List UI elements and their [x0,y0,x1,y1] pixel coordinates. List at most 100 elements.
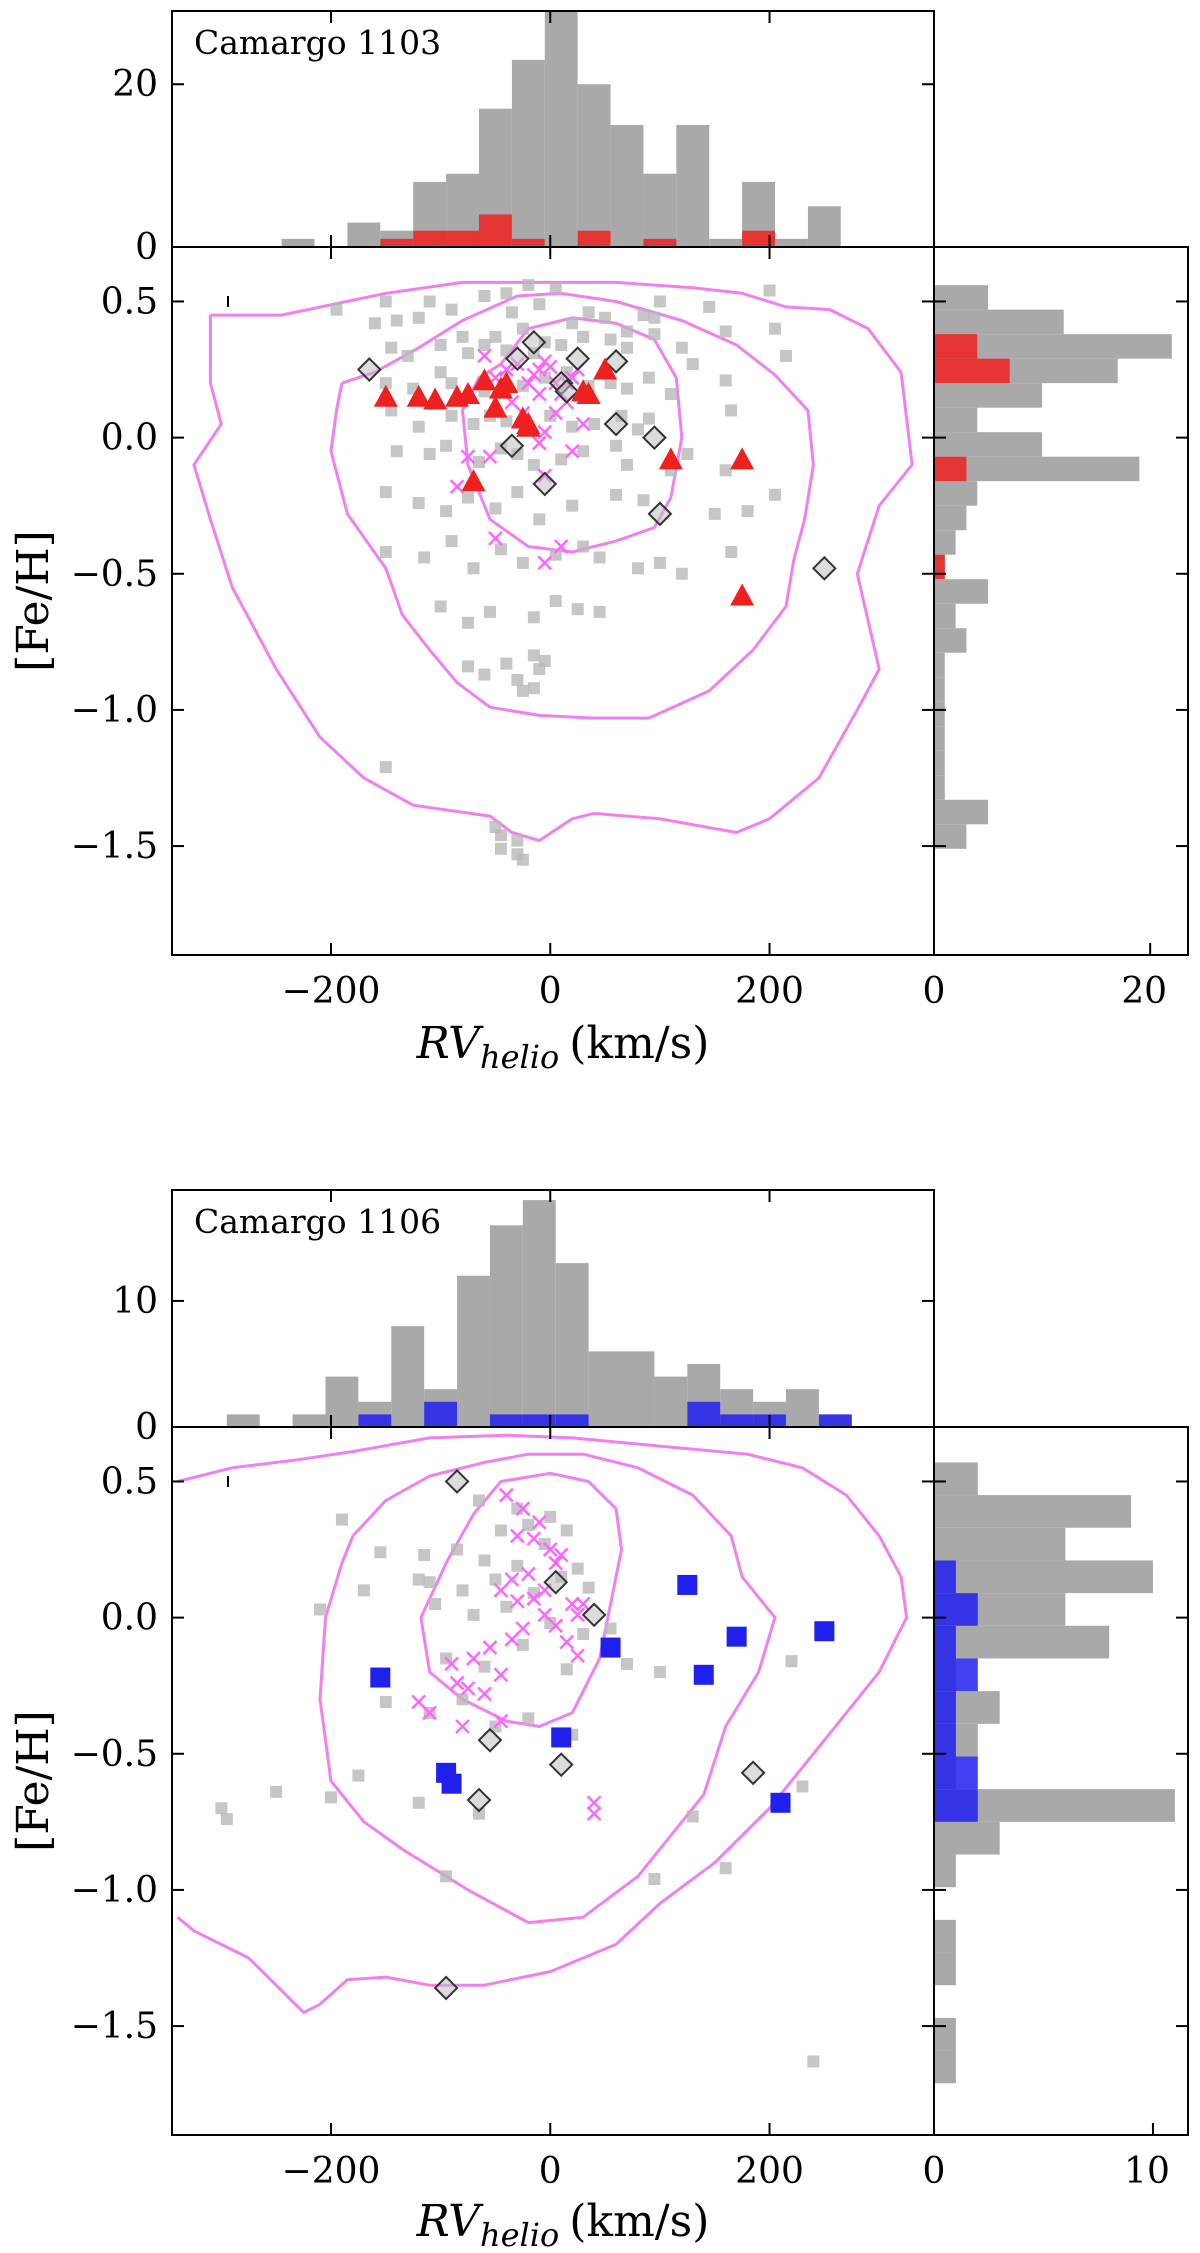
top-hist-bar-member [818,1414,852,1427]
background-star-marker [483,605,496,618]
top-hist-bar-all [807,206,841,247]
candidate-cross-marker [482,1640,498,1655]
background-star-marker [631,423,644,436]
right-hist-bar-all [934,750,945,776]
right-hist-bar-all [934,1952,956,1986]
right-hist-bar-all [934,456,1140,482]
background-star-marker [544,409,557,422]
top-hist-bar-all [643,173,677,247]
background-star-marker [544,1510,557,1523]
main-ytick-label: −1.5 [71,826,158,867]
diamond-marker [740,1760,766,1786]
main-frame [171,246,935,956]
background-star-marker [796,1780,809,1793]
right-hist-xtick-label: 10 [1124,2151,1170,2192]
camargo-1103-panel: 0 20 Camargo 1103 0 20 0.5 0.0 −0.5 −1.0 −1.5 −200… [8,10,1189,1076]
background-star-marker [516,322,529,335]
background-star-marker [577,1627,590,1640]
right-hist-bar-all [934,603,956,629]
background-star-marker [270,1785,283,1798]
background-star-marker [314,1603,327,1616]
background-star-marker [582,306,595,319]
candidate-cross-marker [537,424,553,440]
right-hist-bar-all [934,2017,956,2051]
top-hist-bar-all [281,238,315,247]
density-contour [329,291,815,720]
x-axis-title-main: RV [416,2196,485,2247]
diamond-marker [642,425,667,451]
candidate-cross-marker [537,555,553,571]
member-square-marker [441,1773,462,1794]
diamond-marker [466,1787,492,1813]
background-star-marker [516,556,529,569]
background-star-marker [637,494,650,507]
density-contour [176,1433,909,2014]
background-star-marker [379,486,392,499]
density-contour [318,1452,777,1925]
candidate-cross-marker [422,1705,438,1721]
right-hist-bar-all [934,1495,1132,1528]
right-hist-bar-all [934,285,989,310]
background-star-marker [566,499,579,512]
background-star-marker [533,513,546,526]
right-hist-bar-member [934,1593,978,1626]
background-star-marker [379,295,392,308]
main-ytick-label: 0.5 [101,281,158,322]
candidate-cross-marker [515,1501,531,1517]
top-hist-bar-member [424,1401,458,1427]
background-star-marker [385,341,398,354]
background-star-marker [703,300,716,313]
background-star-marker [215,1802,228,1815]
background-star-marker [472,456,485,469]
background-star-marker [385,404,398,417]
background-star-marker [423,447,436,460]
candidate-cross-marker [499,362,514,377]
diamond-marker [444,1469,470,1494]
panel-label: Camargo 1103 [194,23,441,62]
right-hist-bar-all [934,432,1043,457]
background-star-marker [763,284,776,297]
top-hist-ytick-label: 0 [135,227,158,268]
background-star-marker [478,290,491,303]
background-star-marker [566,317,579,330]
background-star-marker [456,330,469,343]
background-star-marker [566,420,579,433]
right-hist-bar-all [934,1821,1000,1855]
main-xtick-label: 200 [735,971,804,1012]
diamond-marker [565,346,591,372]
diamond-marker [477,1727,503,1753]
right-hist-bar-all [934,677,945,702]
main-xtick-label: −200 [282,2151,381,2192]
background-star-marker [390,445,403,458]
candidate-cross-marker [564,443,580,459]
background-star-marker [467,562,480,575]
top-hist-ytick-label: 0 [135,1407,158,1448]
member-square-marker [726,1626,747,1647]
top-histogram: 0 10 Camargo 1106 [112,1189,935,1448]
main-scatter [192,279,914,866]
background-star-marker [489,502,502,515]
background-star-marker [719,1862,732,1875]
top-hist-bar-all [555,1263,589,1427]
right-hist-xtick-label: 0 [923,2151,946,2192]
top-hist-bar-all [511,59,545,247]
top-hist-bar-all [292,1414,326,1427]
background-star-marker [555,453,568,466]
background-star-marker [642,371,655,384]
background-star-marker [516,1638,529,1651]
candidate-cross-marker [460,1681,476,1696]
candidate-cross-marker [504,1632,520,1647]
background-star-marker [429,1598,442,1610]
background-star-marker [593,551,606,564]
background-star-marker [681,447,694,460]
right-hist-bar-all [934,726,945,751]
right-hist-bar-member [934,1789,978,1822]
background-star-marker [379,377,392,390]
right-hist-bar-all [934,1527,1066,1561]
right-hist-bar-all [934,309,1064,335]
candidate-cross-marker [493,1713,509,1729]
diamond-marker [811,555,837,581]
right-hist-xtick-label: 0 [923,971,946,1012]
candidate-cross-marker [509,1528,525,1544]
diamond-marker [499,433,525,459]
